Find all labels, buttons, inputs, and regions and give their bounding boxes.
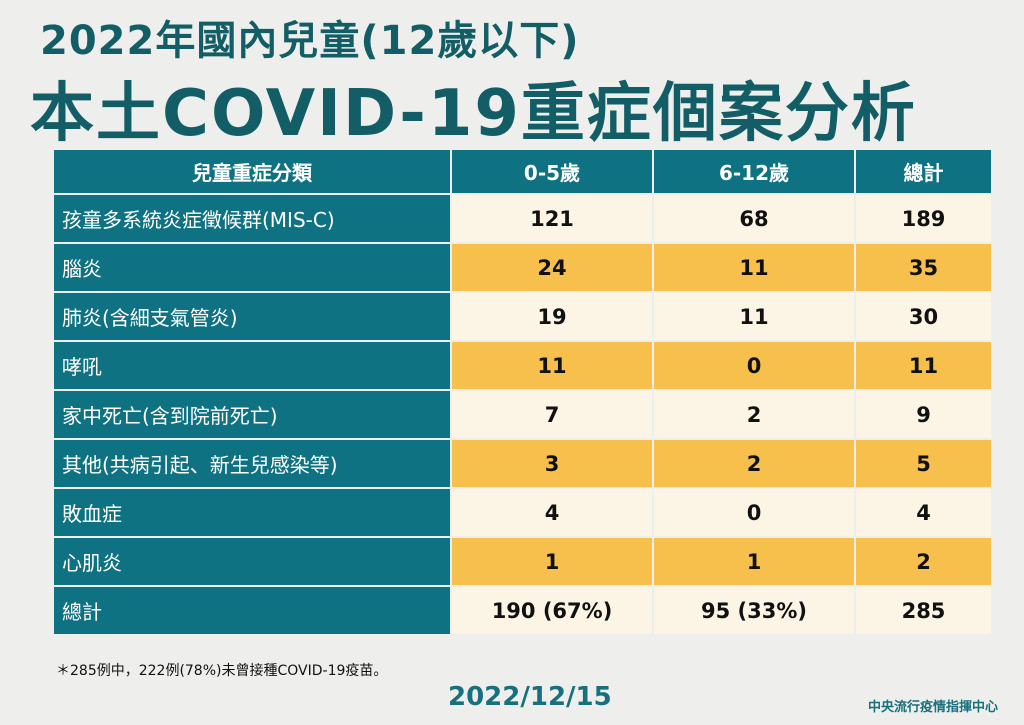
cell-value: 68 — [652, 193, 856, 244]
table-row: 總計 190 (67%) 95 (33%) 285 — [52, 585, 993, 636]
cell-value: 121 — [450, 193, 654, 244]
table-row: 其他(共病引起、新生兒感染等) 3 2 5 — [52, 438, 993, 489]
cell-value: 35 — [854, 242, 993, 293]
header-category: 兒童重症分類 — [52, 148, 452, 195]
cell-value: 2 — [652, 438, 856, 489]
row-label: 腦炎 — [52, 242, 452, 293]
header-age-0-5: 0-5歲 — [450, 148, 654, 195]
cell-value: 7 — [450, 389, 654, 440]
cell-value: 11 — [652, 242, 856, 293]
cell-value: 0 — [652, 487, 856, 538]
table-row: 腦炎 24 11 35 — [52, 242, 993, 293]
table-row: 肺炎(含細支氣管炎) 19 11 30 — [52, 291, 993, 342]
row-label: 家中死亡(含到院前死亡) — [52, 389, 452, 440]
cell-value: 0 — [652, 340, 856, 391]
organization: 中央流行疫情指揮中心 — [867, 700, 998, 715]
row-label: 肺炎(含細支氣管炎) — [52, 291, 452, 342]
cell-value: 19 — [450, 291, 654, 342]
table-row: 心肌炎 1 1 2 — [52, 536, 993, 587]
row-label: 敗血症 — [52, 487, 452, 538]
cell-value: 4 — [854, 487, 993, 538]
cell-value: 9 — [854, 389, 993, 440]
header-total: 總計 — [854, 148, 993, 195]
cell-value: 4 — [450, 487, 654, 538]
cell-value: 2 — [652, 389, 856, 440]
cell-value: 11 — [652, 291, 856, 342]
cell-value: 3 — [450, 438, 654, 489]
cell-value: 30 — [854, 291, 993, 342]
table-row: 孩童多系統炎症徵候群(MIS-C) 121 68 189 — [52, 193, 993, 244]
title-line2: 本土COVID-19重症個案分析 — [30, 77, 917, 151]
row-label: 總計 — [52, 585, 452, 636]
title-line1: 2022年國內兒童(12歲以下) — [40, 18, 580, 64]
header-age-6-12: 6-12歲 — [652, 148, 856, 195]
cell-value: 190 (67%) — [450, 585, 654, 636]
table-header: 兒童重症分類 0-5歲 6-12歲 總計 — [52, 148, 993, 195]
table-row: 家中死亡(含到院前死亡) 7 2 9 — [52, 389, 993, 440]
row-label: 其他(共病引起、新生兒感染等) — [52, 438, 452, 489]
cell-value: 11 — [854, 340, 993, 391]
cell-value: 95 (33%) — [652, 585, 856, 636]
row-label: 孩童多系統炎症徵候群(MIS-C) — [52, 193, 452, 244]
cell-value: 1 — [652, 536, 856, 587]
table-row: 哮吼 11 0 11 — [52, 340, 993, 391]
cell-value: 189 — [854, 193, 993, 244]
cell-value: 1 — [450, 536, 654, 587]
date: 2022/12/15 — [448, 682, 612, 712]
cell-value: 11 — [450, 340, 654, 391]
cell-value: 285 — [854, 585, 993, 636]
table-row: 敗血症 4 0 4 — [52, 487, 993, 538]
footnote: ＊285例中，222例(78%)未曾接種COVID-19疫苗。 — [56, 663, 388, 679]
row-label: 心肌炎 — [52, 536, 452, 587]
cell-value: 5 — [854, 438, 993, 489]
cell-value: 24 — [450, 242, 654, 293]
severe-cases-table: 兒童重症分類 0-5歲 6-12歲 總計 孩童多系統炎症徵候群(MIS-C) 12… — [52, 148, 993, 636]
cell-value: 2 — [854, 536, 993, 587]
row-label: 哮吼 — [52, 340, 452, 391]
